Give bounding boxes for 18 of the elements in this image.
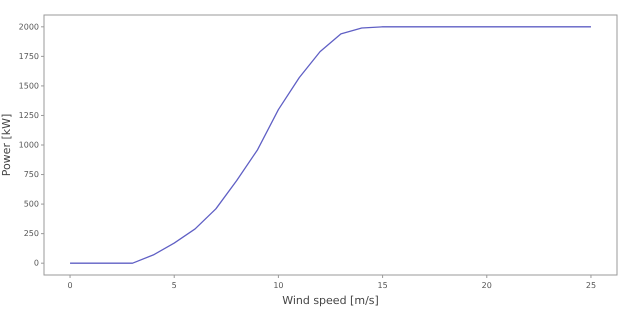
- y-tick-label: 1500: [18, 81, 39, 90]
- y-tick-label: 500: [24, 200, 39, 209]
- y-tick-label: 0: [34, 258, 39, 268]
- y-tick-label: 1000: [18, 140, 39, 150]
- x-tick-label: 15: [377, 281, 388, 290]
- y-tick-label: 2000: [18, 22, 39, 32]
- x-tick-label: 5: [172, 281, 177, 290]
- y-axis-title: Power [kW]: [0, 114, 13, 176]
- y-tick-label: 1750: [18, 52, 39, 61]
- y-tick-label: 1250: [18, 111, 39, 120]
- x-tick-label: 20: [482, 281, 492, 290]
- y-tick-label: 250: [24, 229, 39, 238]
- x-tick-label: 0: [68, 281, 73, 290]
- x-tick-label: 10: [273, 281, 284, 290]
- line-series: [69, 26, 592, 264]
- y-tick-label: 750: [24, 170, 39, 180]
- x-tick-label: 25: [586, 281, 596, 290]
- x-axis-title: Wind speed [m/s]: [282, 294, 379, 307]
